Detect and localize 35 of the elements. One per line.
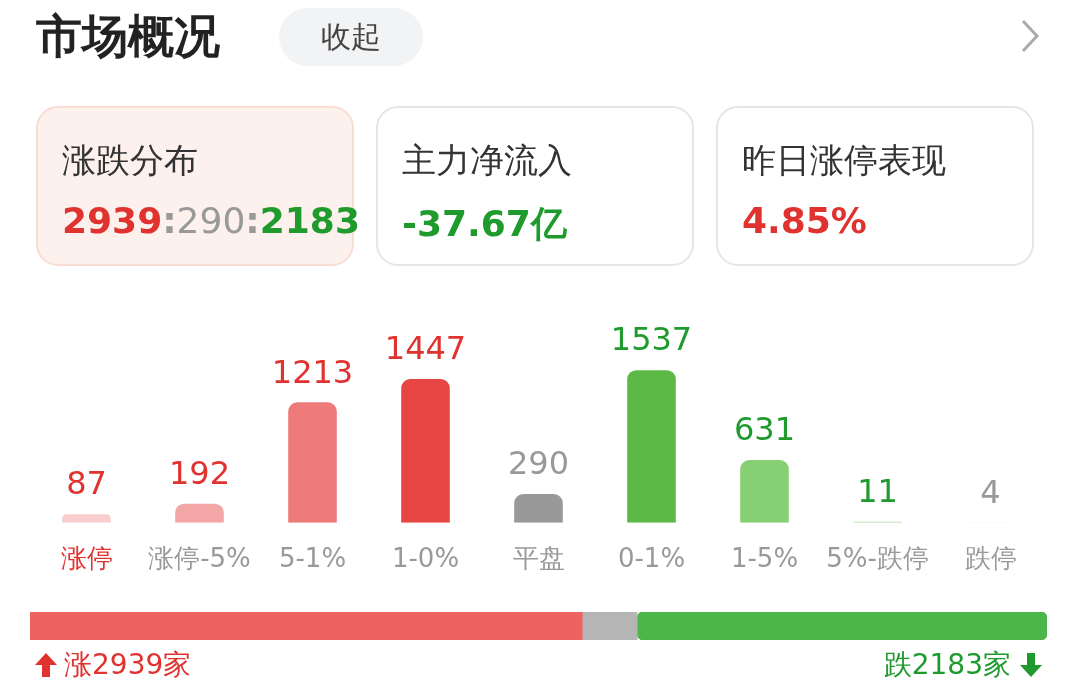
x-tick-label: 1-5% — [730, 543, 799, 574]
data-label: 1213 — [271, 352, 354, 391]
x-tick-label: 0-1% — [617, 543, 686, 574]
text: 涨2939家 — [63, 647, 192, 683]
data-label: 4 — [980, 472, 1001, 511]
text: 跌2183家 — [883, 647, 1012, 683]
x-tick-label: 5%-跌停 — [826, 543, 929, 574]
x-tick-label: 5-1% — [278, 543, 347, 574]
data-label: 290 — [507, 444, 570, 483]
bar — [401, 379, 450, 523]
data-label: 11 — [857, 472, 898, 511]
text: 2939:290:2183 — [62, 200, 360, 241]
text: 4.85% — [742, 200, 867, 241]
x-tick-label: 跌停 — [964, 543, 1017, 574]
text: 昨日涨停表现 — [742, 139, 946, 182]
text: 收起 — [279, 8, 423, 66]
bar — [62, 514, 111, 523]
x-tick-label: 涨停-5% — [148, 543, 251, 574]
data-label: 87 — [66, 464, 107, 503]
data-label: 631 — [733, 410, 796, 449]
text: -37.67亿 — [402, 202, 567, 246]
text: 主力净流入 — [402, 139, 572, 182]
data-label: 1537 — [610, 320, 693, 359]
bar — [288, 402, 337, 523]
bar — [514, 493, 563, 523]
x-tick-label: 涨停 — [60, 543, 113, 574]
text: 涨跌分布 — [62, 139, 198, 182]
bar — [175, 503, 224, 523]
x-tick-label: 平盘 — [512, 543, 565, 574]
bar — [627, 370, 676, 523]
data-label: 1447 — [384, 329, 467, 368]
data-label: 192 — [168, 454, 231, 493]
text: 市场概况 — [36, 8, 220, 65]
bar — [740, 460, 789, 523]
x-tick-label: 1-0% — [391, 543, 460, 574]
